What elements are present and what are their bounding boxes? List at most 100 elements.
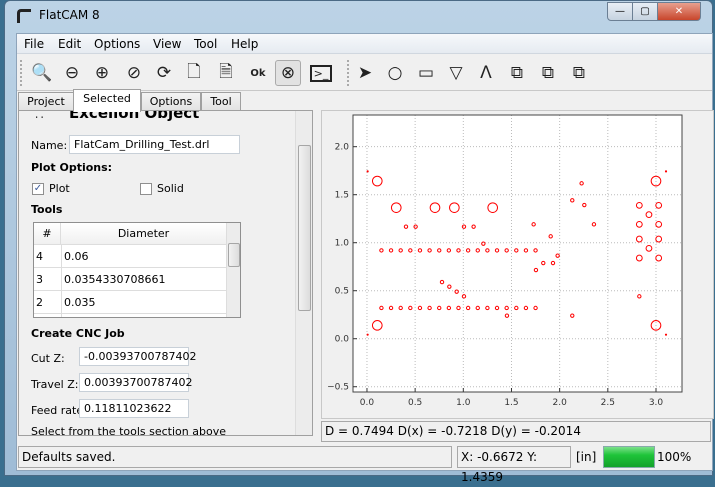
table-row[interactable]: 4 0.06 (34, 245, 226, 268)
drill-hole (504, 305, 509, 311)
drill-hole (398, 305, 403, 311)
tab-tool[interactable]: Tool (201, 92, 241, 111)
drill-hole (514, 305, 519, 311)
shell-icon[interactable]: >_ (308, 60, 334, 86)
object-heading: Excellon Object (69, 111, 200, 122)
drill-hole (664, 170, 668, 173)
drill-hole (475, 248, 480, 253)
menu-options[interactable]: Options (94, 37, 141, 51)
drill-hole (371, 175, 383, 187)
name-label: Name: (31, 139, 68, 152)
delete-file-icon[interactable]: ⊗ (275, 60, 301, 86)
minimize-button[interactable]: — (607, 2, 633, 21)
plot-area[interactable]: 0.0 0.5 1.0 1.5 2.0 2.5 3.0 −0.5 0.0 0.5 1.0 1.5 2.0 (321, 110, 714, 419)
drill-hole (541, 260, 546, 266)
drill-hole (494, 248, 500, 253)
drill-hole (533, 267, 539, 273)
drill-hole (655, 235, 663, 243)
drill-hole (454, 289, 459, 294)
ok-file-icon[interactable]: Ok (250, 67, 266, 79)
zoom-out-icon[interactable]: ⊖ (64, 63, 80, 83)
clear-plot-icon[interactable]: ⊘ (126, 63, 142, 83)
tools-label: Tools (31, 203, 63, 216)
app-window: FlatCAM 8 — ▢ ✕ File Edit Options View T… (4, 0, 714, 484)
menu-bar: File Edit Options View Tool Help (17, 34, 712, 54)
tool-number: 2 (36, 296, 43, 309)
scrollbar-thumb[interactable] (298, 145, 311, 311)
new-project-icon[interactable]: 🗋 (187, 61, 201, 82)
plot-background (353, 115, 682, 392)
plot-frame (352, 114, 683, 393)
close-button[interactable]: ✕ (657, 2, 701, 21)
drill-hole (655, 220, 663, 228)
zoom-in-icon[interactable]: ⊕ (94, 63, 110, 83)
drill-hole (504, 313, 510, 318)
tab-selected[interactable]: Selected (73, 89, 141, 112)
drill-hole (427, 248, 432, 253)
solid-checkbox[interactable] (140, 183, 152, 195)
column-header-number[interactable]: # (34, 223, 61, 245)
cursor-coordinates: X: -0.6672 Y: 1.4359 (457, 446, 571, 484)
drill-hole (570, 198, 575, 203)
drill-hole (645, 211, 653, 219)
toolbar-grip[interactable] (20, 60, 23, 86)
drill-hole (371, 320, 383, 331)
drill-hole (533, 305, 538, 311)
drill-hole (481, 241, 486, 246)
polygon-icon[interactable]: ▽ (449, 63, 463, 83)
drill-hole (437, 248, 442, 253)
tools-table-scrollbar[interactable] (226, 223, 240, 317)
drill-hole (461, 224, 467, 229)
tool-number: 3 (36, 273, 43, 286)
replot-icon[interactable]: ⟳ (156, 63, 172, 83)
drill-hole (379, 248, 384, 253)
menu-help[interactable]: Help (231, 37, 259, 51)
toolbar: 🔍 ⊖ ⊕ ⊘ ⟳ 🗋 🗎 Ok ⊗ >_ ➤ ○ ▭ ▽ Λ ⧉ ⧉ ⧉ (17, 55, 712, 91)
column-header-diameter[interactable]: Diameter (61, 223, 226, 245)
drill-hole (379, 305, 384, 311)
drill-hole (637, 294, 642, 299)
intersect-icon[interactable]: ⧉ (572, 63, 586, 83)
panel-scrollbar[interactable] (295, 111, 312, 435)
scrollbar-thumb[interactable] (228, 243, 240, 267)
travel-z-input[interactable]: 0.00393700787402 (79, 373, 192, 392)
tab-project[interactable]: Project (18, 92, 74, 111)
feed-rate-input[interactable]: 0.11811023622 (79, 399, 189, 418)
drill-plot[interactable]: 0.0 0.5 1.0 1.5 2.0 2.5 3.0 −0.5 0.0 0.5 1.0 1.5 2.0 (322, 111, 715, 420)
menu-edit[interactable]: Edit (58, 37, 82, 51)
y-tick-label: 1.5 (335, 191, 349, 201)
drill-hole (366, 170, 369, 173)
toolbar-grip[interactable] (347, 60, 350, 86)
progress-label: 100% (657, 450, 692, 464)
open-file-icon[interactable]: 🗎 (219, 61, 233, 82)
drill-hole (485, 305, 490, 311)
menu-tool[interactable]: Tool (194, 37, 218, 51)
tool-diameter: 0.06 (64, 250, 89, 263)
path-icon[interactable]: Λ (480, 63, 492, 83)
cut-z-input[interactable]: -0.00393700787402 (79, 347, 196, 366)
tab-options[interactable]: Options (141, 92, 201, 111)
x-tick-label: 3.0 (649, 398, 664, 408)
subtract-icon[interactable]: ⧉ (541, 63, 555, 83)
flatcam-logo-icon (17, 9, 31, 23)
drill-hole (504, 248, 509, 253)
drill-hole (446, 248, 452, 253)
drill-hole (494, 305, 500, 311)
plot-checkbox[interactable]: ✓ (32, 183, 44, 195)
circle-icon[interactable]: ○ (387, 63, 403, 83)
union-icon[interactable]: ⧉ (510, 63, 524, 83)
maximize-button[interactable]: ▢ (632, 2, 658, 21)
y-tick-label: 0.5 (335, 287, 349, 297)
client-area: File Edit Options View Tool Help 🔍 ⊖ ⊕ ⊘… (16, 33, 714, 484)
table-row[interactable]: 2 0.035 (34, 291, 226, 314)
menu-view[interactable]: View (153, 37, 182, 51)
drill-hole (388, 305, 394, 311)
select-arrow-icon[interactable]: ➤ (357, 63, 373, 83)
zoom-fit-icon[interactable]: 🔍 (31, 63, 53, 83)
name-input[interactable]: FlatCam_Drilling_Test.drl (69, 135, 240, 154)
menu-file[interactable]: File (24, 37, 45, 51)
drill-hole (550, 260, 556, 266)
rectangle-icon[interactable]: ▭ (417, 63, 435, 83)
table-row[interactable]: 3 0.0354330708661 (34, 268, 226, 291)
drill-hole (449, 202, 460, 213)
